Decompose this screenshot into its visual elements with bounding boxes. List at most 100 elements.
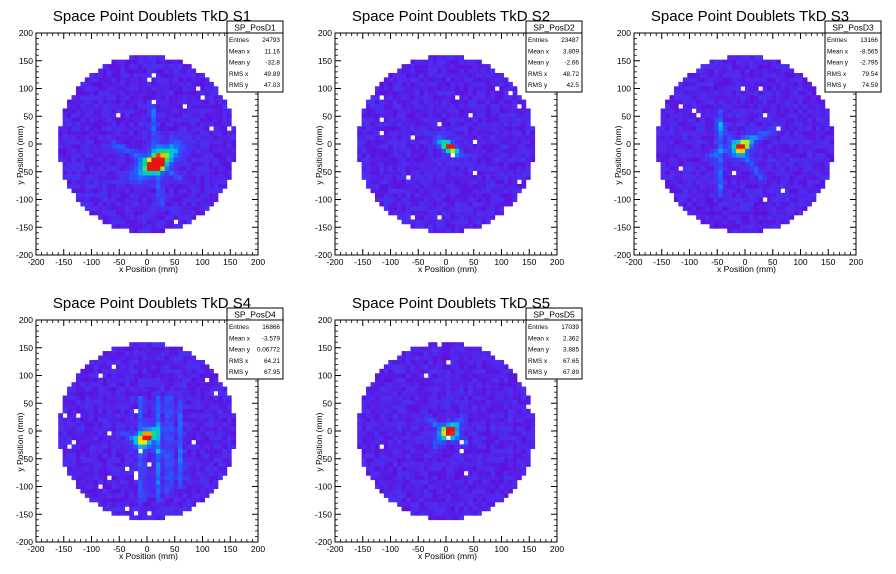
- heatmap-cell: [446, 95, 451, 100]
- heatmap-cell: [213, 135, 219, 140]
- heatmap-cell: [102, 166, 108, 171]
- x-tick-label: 200: [251, 257, 265, 267]
- heatmap-cell: [173, 152, 179, 158]
- heatmap-cell: [204, 86, 210, 92]
- heatmap-cell: [93, 95, 99, 100]
- heatmap-cell: [138, 72, 143, 78]
- heatmap-cell: [155, 117, 161, 123]
- heatmap-cell: [753, 55, 759, 60]
- heatmap-cell: [687, 139, 693, 145]
- heatmap-cell: [120, 448, 126, 454]
- heatmap-cell: [80, 386, 86, 392]
- heatmap-cell: [490, 68, 496, 74]
- heatmap-cell: [508, 183, 513, 189]
- heatmap-cell: [129, 359, 134, 365]
- heatmap-cell: [84, 462, 90, 467]
- heatmap-cell: [490, 130, 496, 136]
- heatmap-cell: [450, 170, 456, 176]
- heatmap-cell: [120, 479, 126, 485]
- heatmap-cell: [490, 148, 496, 154]
- heatmap-cell: [178, 72, 183, 78]
- heatmap-cell: [776, 157, 781, 163]
- heatmap-cell: [93, 364, 99, 370]
- heatmap-cell: [718, 219, 724, 225]
- heatmap-cell: [388, 183, 394, 189]
- heatmap-cell: [102, 72, 108, 78]
- heatmap-cell: [115, 152, 121, 158]
- heatmap-cell: [89, 192, 95, 198]
- heatmap-cell: [164, 90, 170, 96]
- heatmap-cell: [521, 157, 527, 163]
- heatmap-cell: [102, 175, 108, 180]
- heatmap-cell: [740, 95, 746, 100]
- heatmap-cell: [129, 139, 134, 145]
- heatmap-cell: [107, 373, 112, 379]
- heatmap-cell: [182, 192, 188, 198]
- heatmap-cell: [129, 413, 134, 418]
- heatmap-cell: [727, 170, 732, 176]
- heatmap-cell: [820, 135, 826, 140]
- heatmap-cell: [789, 183, 795, 189]
- heatmap-cell: [508, 108, 513, 114]
- heatmap-cell: [204, 161, 210, 167]
- heatmap-cell: [98, 117, 103, 123]
- heatmap-cell: [133, 228, 139, 234]
- heatmap-cell: [767, 206, 772, 211]
- heatmap-cell: [802, 108, 808, 114]
- heatmap-cell: [512, 197, 518, 203]
- heatmap-cell: [80, 108, 86, 114]
- heatmap-cell: [820, 170, 826, 176]
- heatmap-cell: [731, 152, 737, 158]
- heatmap-cell: [169, 108, 174, 114]
- heatmap-cell: [124, 435, 130, 441]
- heatmap-cell: [673, 188, 679, 194]
- heatmap-cell: [75, 99, 81, 105]
- heatmap-cell: [151, 161, 157, 167]
- heatmap-cell: [673, 197, 679, 203]
- heatmap-cell: [419, 68, 425, 74]
- heatmap-cell: [767, 192, 772, 198]
- heatmap-cell: [186, 86, 192, 92]
- heatmap-cell: [437, 157, 442, 163]
- heatmap-cell: [669, 112, 675, 118]
- heatmap-cell: [660, 157, 666, 163]
- heatmap-cell: [762, 215, 768, 220]
- heatmap-cell: [120, 157, 126, 163]
- stats-row-label: RMS y: [827, 82, 847, 89]
- heatmap-cell: [446, 81, 451, 87]
- heatmap-cell: [84, 439, 90, 445]
- heatmap-cell: [138, 228, 143, 234]
- heatmap-cell: [749, 90, 755, 96]
- heatmap-cell: [731, 104, 737, 109]
- heatmap-cell: [687, 188, 693, 194]
- heatmap-cell: [200, 157, 206, 163]
- heatmap-cell: [89, 77, 95, 83]
- heatmap-cell: [209, 161, 214, 167]
- x-tick-label: 50: [469, 257, 479, 267]
- heatmap-cell: [784, 166, 790, 171]
- heatmap-cell: [753, 130, 759, 136]
- heatmap-cell: [472, 223, 478, 229]
- heatmap-cell: [124, 192, 130, 198]
- heatmap-cell: [753, 166, 759, 171]
- heatmap-cell: [459, 95, 465, 100]
- heatmap-cell: [142, 112, 148, 118]
- heatmap-cell: [129, 373, 134, 379]
- heatmap-cell: [93, 404, 99, 410]
- heatmap-cell: [521, 139, 527, 145]
- heatmap-cell: [173, 215, 179, 220]
- heatmap-cell: [718, 117, 724, 123]
- heatmap-cell: [758, 228, 764, 234]
- heatmap-cell: [428, 135, 433, 140]
- heatmap-cell: [102, 355, 108, 361]
- heatmap-cell: [485, 179, 491, 185]
- heatmap-cell: [508, 117, 513, 123]
- heatmap-cell: [366, 157, 371, 163]
- heatmap-cell: [204, 104, 210, 109]
- heatmap-cell: [468, 126, 473, 131]
- heatmap-cell: [124, 346, 130, 352]
- heatmap-cell: [798, 117, 804, 123]
- heatmap-cell: [811, 144, 817, 149]
- heatmap-cell: [111, 462, 117, 467]
- heatmap-cell: [441, 104, 447, 109]
